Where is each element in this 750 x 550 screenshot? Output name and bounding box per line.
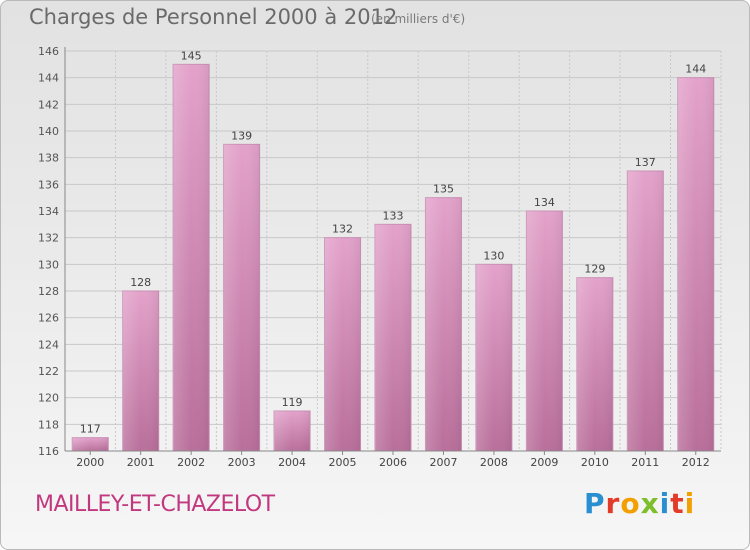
- bar-shine-2006: [375, 224, 411, 451]
- y-tick-label: 134: [38, 205, 59, 218]
- data-label-2009: 134: [534, 196, 555, 209]
- x-tick-label-2009: 2009: [530, 456, 558, 469]
- y-tick-label: 146: [38, 45, 59, 58]
- chart-title: Charges de Personnel 2000 à 2012: [29, 5, 398, 29]
- data-label-2004: 119: [282, 396, 303, 409]
- logo-letter-o: o: [620, 487, 641, 520]
- y-tick-label: 138: [38, 152, 59, 165]
- bar-shine-2010: [576, 277, 613, 451]
- x-tick-label-2008: 2008: [480, 456, 508, 469]
- data-label-2005: 132: [332, 223, 353, 236]
- chart-unit: (en milliers d'€): [371, 12, 466, 26]
- x-tick-label-2004: 2004: [278, 456, 306, 469]
- y-tick-label: 118: [38, 418, 59, 431]
- bar-shine-2011: [627, 171, 664, 451]
- x-tick-label-2005: 2005: [329, 456, 357, 469]
- bar-shine-2001: [122, 291, 159, 451]
- y-tick-label: 126: [38, 312, 59, 325]
- x-tick-label-2001: 2001: [127, 456, 155, 469]
- y-tick-label: 142: [38, 98, 59, 111]
- x-tick-label-2007: 2007: [429, 456, 457, 469]
- bar-shine-2008: [475, 264, 512, 451]
- bar-shine-2009: [526, 211, 563, 451]
- logo-letter-t: t: [670, 487, 685, 520]
- data-label-2012: 144: [685, 63, 706, 76]
- y-tick-label: 124: [38, 338, 59, 351]
- y-tick-label: 144: [38, 72, 59, 85]
- y-tick-label: 120: [38, 392, 59, 405]
- bar-shine-2007: [425, 197, 462, 451]
- y-tick-label: 122: [38, 365, 59, 378]
- x-tick-label-2006: 2006: [379, 456, 407, 469]
- logo-letter-r: r: [605, 487, 621, 520]
- x-tick-label-2002: 2002: [177, 456, 205, 469]
- data-label-2007: 135: [433, 183, 454, 196]
- x-tick-label-2000: 2000: [76, 456, 104, 469]
- bar-shine-2003: [223, 144, 260, 452]
- bar-chart: 117128145139119132133135130134129137144 …: [38, 45, 722, 469]
- y-tick-label: 140: [38, 125, 59, 138]
- bar-shine-2000: [72, 437, 109, 451]
- bar-shine-2004: [274, 411, 311, 451]
- y-tick-label: 130: [38, 258, 59, 271]
- data-label-2001: 128: [130, 276, 151, 289]
- data-label-2006: 133: [383, 209, 404, 222]
- bar-shine-2005: [324, 237, 361, 451]
- data-label-2011: 137: [635, 156, 656, 169]
- data-label-2000: 117: [80, 423, 101, 436]
- logo-letter-x: x: [640, 487, 660, 520]
- proxiti-logo[interactable]: Proxiti: [584, 487, 695, 520]
- logo-letter-p: P: [584, 487, 606, 520]
- x-tick-label-2011: 2011: [631, 456, 659, 469]
- data-label-2010: 129: [584, 263, 605, 276]
- data-label-2002: 145: [181, 49, 202, 62]
- y-tick-label: 116: [38, 445, 59, 458]
- x-tick-label-2012: 2012: [682, 456, 710, 469]
- bar-shine-2002: [173, 64, 210, 452]
- x-tick-label-2010: 2010: [581, 456, 609, 469]
- logo-letter-i: i: [659, 487, 671, 520]
- bar-shine-2012: [677, 77, 714, 452]
- data-label-2008: 130: [483, 249, 504, 262]
- x-tick-label-2003: 2003: [228, 456, 256, 469]
- commune-name: MAILLEY-ET-CHAZELOT: [35, 492, 275, 517]
- logo-letter-i2: i: [684, 487, 696, 520]
- y-tick-label: 136: [38, 178, 59, 191]
- y-tick-label: 128: [38, 285, 59, 298]
- data-label-2003: 139: [231, 129, 252, 142]
- y-tick-label: 132: [38, 232, 59, 245]
